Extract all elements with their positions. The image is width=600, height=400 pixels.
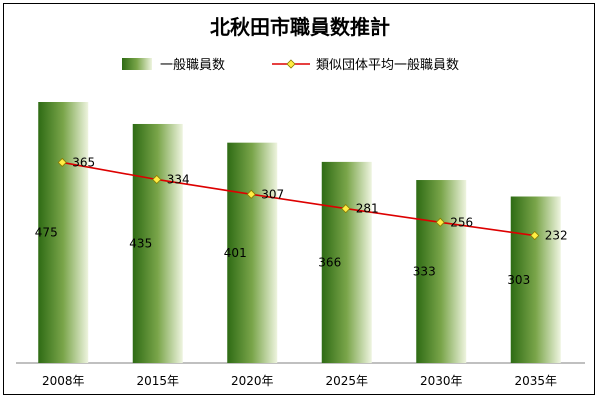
- bar-2025年: [321, 161, 372, 363]
- bar-value-label: 366: [318, 255, 341, 269]
- line-point-2015年: [152, 174, 162, 185]
- x-tick-labels: 2008年 2015年 2020年 2025年 2030年 2035年: [42, 374, 557, 388]
- x-tick-label: 2030年: [420, 374, 463, 388]
- bar-2015年: [132, 123, 183, 364]
- line-point-2030年: [435, 217, 445, 227]
- bar-2008年: [38, 102, 89, 363]
- legend-bar-swatch: [122, 58, 152, 70]
- line-series: 365 334 307 281 256 232: [57, 155, 568, 243]
- line-path: [62, 161, 535, 237]
- legend: 一般職員数 類似団体平均一般職員数: [122, 57, 459, 73]
- x-tick-label: 2025年: [325, 374, 368, 388]
- x-tick-label: 2008年: [42, 374, 85, 388]
- line-value-label: 256: [450, 215, 473, 229]
- legend-bar-label: 一般職員数: [160, 57, 225, 73]
- bar-2035年: [510, 196, 561, 363]
- line-value-label: 334: [167, 172, 190, 186]
- bar-value-label: 435: [129, 236, 152, 250]
- x-tick-label: 2015年: [136, 374, 179, 388]
- bar-value-labels: 475 435 401 366 333 303: [35, 226, 530, 287]
- line-point-2008年: [57, 157, 67, 168]
- legend-line-marker: [286, 59, 296, 69]
- x-tick-label: 2020年: [231, 374, 274, 388]
- line-value-label: 365: [72, 155, 95, 169]
- bar-value-label: 303: [507, 273, 530, 287]
- chart-title: 北秋田市職員数推計: [210, 15, 390, 39]
- line-point-2025年: [341, 204, 351, 214]
- bar-value-label: 333: [413, 265, 436, 279]
- bar-series: [38, 102, 561, 364]
- line-value-label: 307: [261, 187, 284, 201]
- chart-frame: [3, 3, 595, 395]
- bar-value-label: 475: [35, 226, 58, 240]
- bar-2030年: [416, 180, 467, 363]
- x-tick-label: 2035年: [514, 374, 557, 388]
- bar-value-label: 401: [224, 246, 247, 260]
- line-point-2020年: [246, 189, 256, 199]
- legend-line-label: 類似団体平均一般職員数: [316, 57, 459, 73]
- line-point-2035年: [530, 230, 540, 241]
- line-value-label: 232: [545, 229, 568, 243]
- line-value-label: 281: [356, 202, 379, 216]
- bar-2020年: [227, 142, 278, 363]
